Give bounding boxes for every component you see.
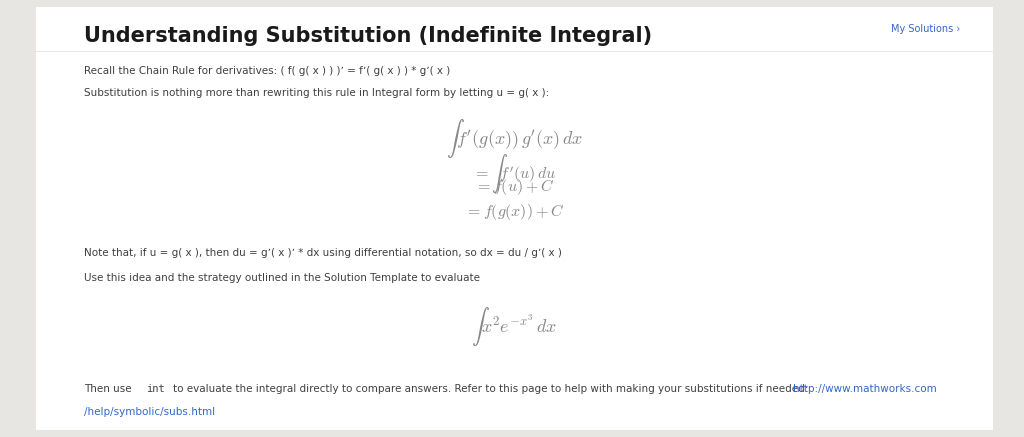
Text: $\int f'(g(x))\, g'(x)\, dx$: $\int f'(g(x))\, g'(x)\, dx$	[445, 117, 584, 160]
Text: Then use: Then use	[84, 384, 134, 394]
Text: $= f(g(x)) + C$: $= f(g(x)) + C$	[465, 201, 564, 222]
Text: $\int x^2 e^{-x^3}\, dx$: $\int x^2 e^{-x^3}\, dx$	[471, 305, 558, 348]
Text: Use this idea and the strategy outlined in the Solution Template to evaluate: Use this idea and the strategy outlined …	[84, 273, 479, 283]
FancyBboxPatch shape	[36, 7, 993, 430]
Text: $= f(u) + C$: $= f(u) + C$	[475, 177, 554, 197]
Text: /help/symbolic/subs.html: /help/symbolic/subs.html	[84, 407, 215, 417]
Text: int: int	[146, 384, 165, 394]
Text: to evaluate the integral directly to compare answers. Refer to this page to help: to evaluate the integral directly to com…	[173, 384, 811, 394]
Text: Note that, if u = g( x ), then du = gʼ( x )ʼ * dx using differential notation, s: Note that, if u = g( x ), then du = gʼ( …	[84, 248, 561, 258]
Text: Recall the Chain Rule for derivatives: ( f( g( x ) ) )ʼ = fʼ( g( x ) ) * gʼ( x ): Recall the Chain Rule for derivatives: (…	[84, 66, 450, 76]
Text: $= \int f'(u)\, du$: $= \int f'(u)\, du$	[473, 152, 556, 195]
Text: Understanding Substitution (Indefinite Integral): Understanding Substitution (Indefinite I…	[84, 26, 652, 45]
Text: Substitution is nothing more than rewriting this rule in Integral form by lettin: Substitution is nothing more than rewrit…	[84, 88, 549, 98]
Text: My Solutions ›: My Solutions ›	[891, 24, 959, 35]
Text: http://www.mathworks.com: http://www.mathworks.com	[794, 384, 937, 394]
